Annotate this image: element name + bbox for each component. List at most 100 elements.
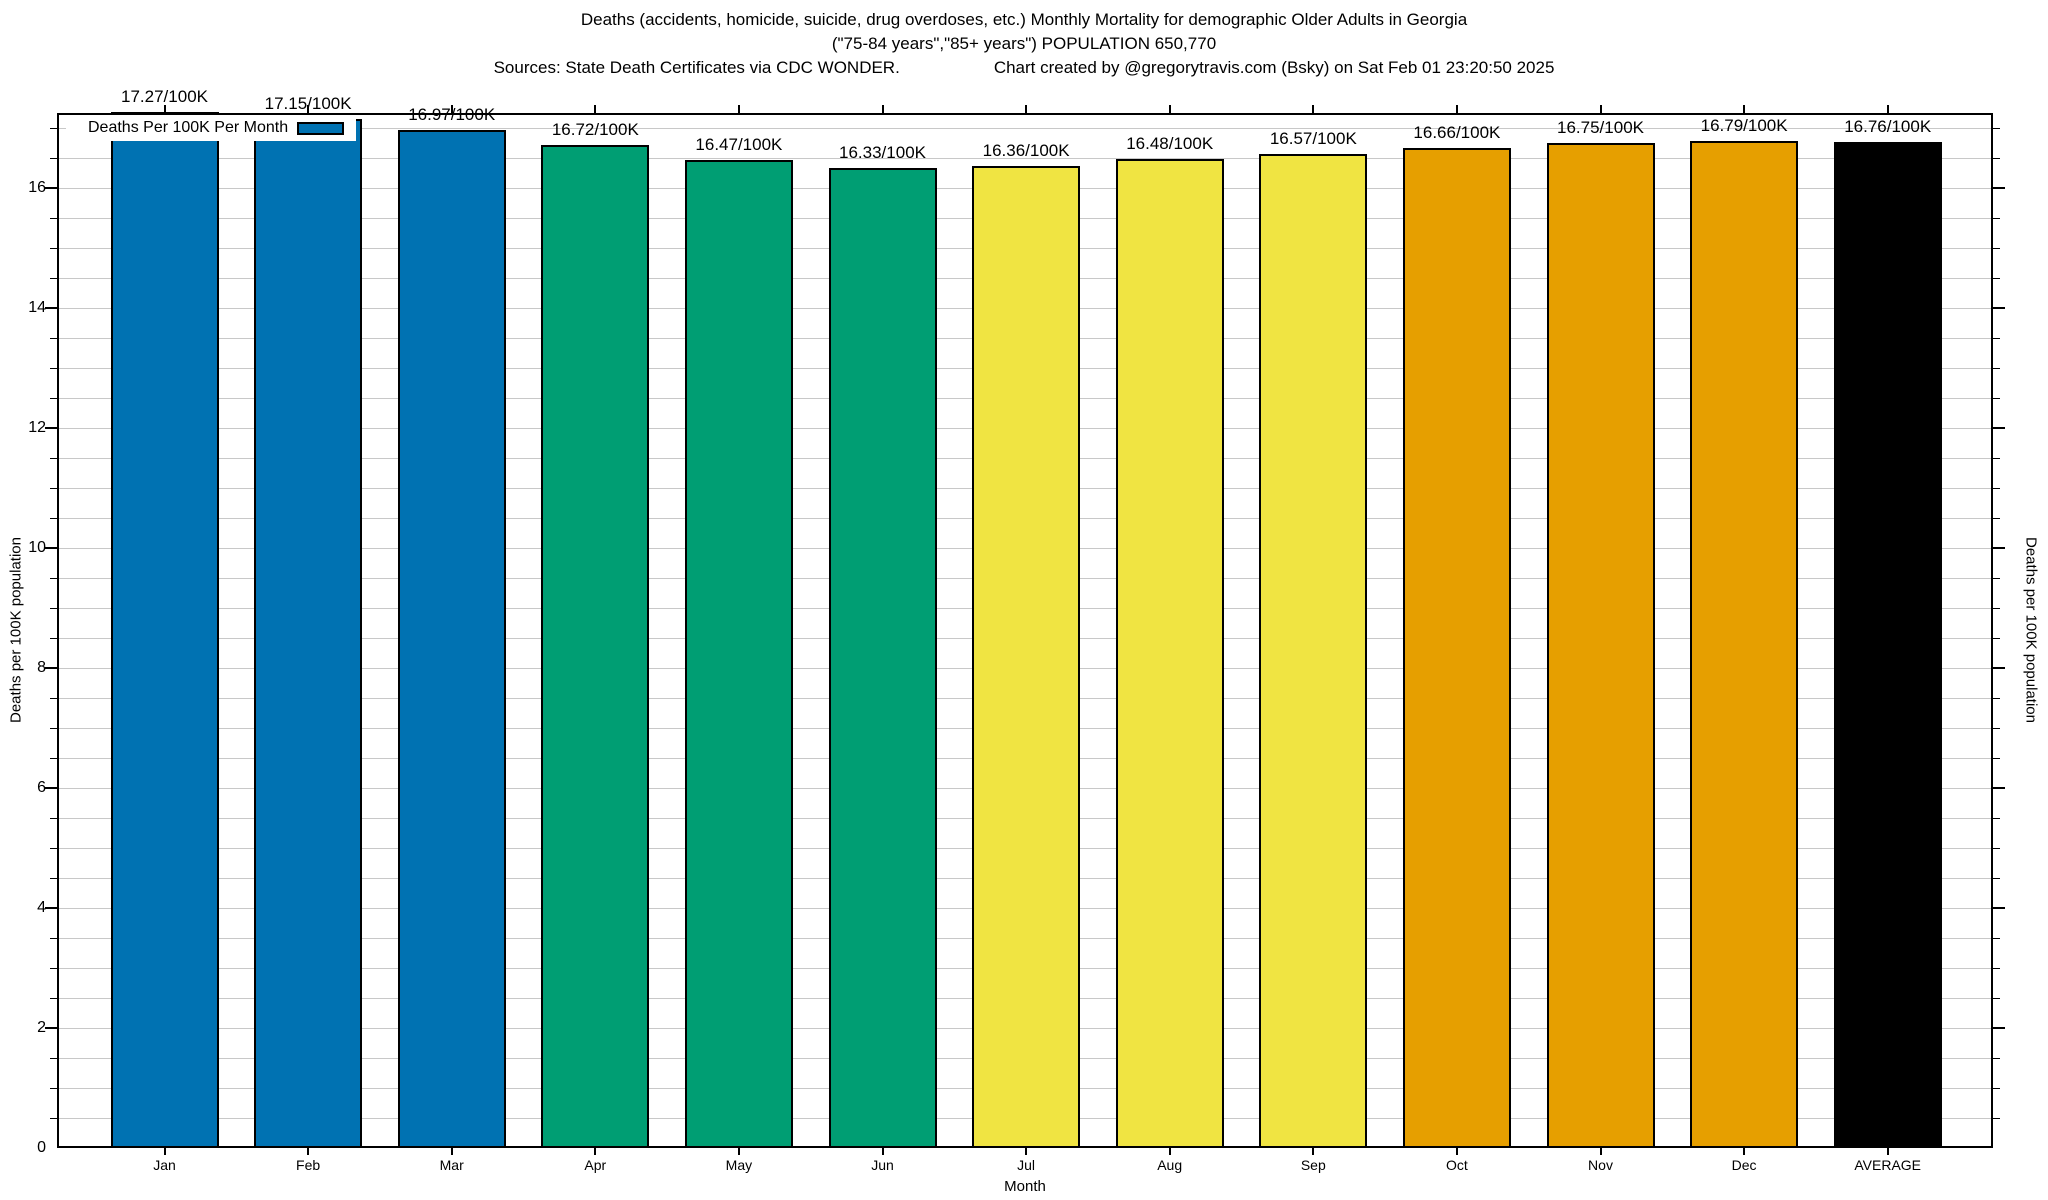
x-tick-bottom <box>737 1148 740 1155</box>
y-tick-right <box>1993 307 2005 309</box>
y-tick-right <box>1993 247 2000 249</box>
bar-value-label: 16.72/100K <box>551 119 639 139</box>
y-tick-right <box>1993 697 2000 699</box>
y-tick-left <box>50 997 57 999</box>
y-tick-right <box>1993 487 2000 489</box>
y-axis-label-right: Deaths per 100K population <box>2022 537 2040 723</box>
x-tick-bottom <box>1743 1148 1746 1155</box>
y-tick-left <box>50 937 57 939</box>
y-tick-right <box>1993 397 2000 399</box>
x-tick-top <box>594 105 597 113</box>
x-tick-bottom <box>594 1148 597 1155</box>
y-tick-left <box>45 1027 57 1029</box>
x-tick-top <box>881 105 884 113</box>
y-tick-left <box>50 367 57 369</box>
x-tick-bottom <box>1455 1148 1458 1155</box>
y-tick-right <box>1993 337 2000 339</box>
bar-value-label: 16.47/100K <box>695 134 783 154</box>
y-tick-right <box>1993 547 2005 549</box>
y-tick-left <box>45 667 57 669</box>
bar-dec <box>1690 140 1799 1148</box>
gridline <box>57 128 1993 129</box>
y-tick-right <box>1993 517 2000 519</box>
y-tick-label: 12 <box>28 419 46 436</box>
chart-title-block: Deaths (accidents, homicide, suicide, dr… <box>0 8 2048 80</box>
gridline <box>57 158 1993 159</box>
y-tick-right <box>1993 157 2000 159</box>
x-category-label: Mar <box>439 1157 464 1173</box>
x-tick-bottom <box>1886 1148 1889 1155</box>
y-tick-left <box>50 457 57 459</box>
x-category-label: AVERAGE <box>1854 1157 1922 1173</box>
y-tick-right <box>1993 367 2000 369</box>
bar-nov <box>1546 143 1655 1148</box>
bar-value-label: 16.76/100K <box>1844 117 1932 137</box>
y-tick-right <box>1993 817 2000 819</box>
bar-value-label: 16.33/100K <box>839 143 926 163</box>
x-tick-top <box>1168 105 1171 113</box>
bar-value-label: 16.75/100K <box>1557 118 1644 137</box>
x-tick-top <box>1312 105 1315 113</box>
y-tick-left <box>50 277 57 279</box>
chart-subtitle: ("75-84 years","85+ years") POPULATION 6… <box>831 34 1217 53</box>
y-tick-left <box>50 697 57 699</box>
x-category-label: Jul <box>1017 1157 1036 1173</box>
bar-jun <box>828 168 937 1148</box>
y-tick-right <box>1993 907 2005 909</box>
y-tick-left <box>50 517 57 519</box>
y-tick-right <box>1993 877 2000 879</box>
x-tick-bottom <box>163 1148 166 1155</box>
bar-oct <box>1402 148 1511 1148</box>
x-tick-bottom <box>450 1148 453 1155</box>
chart-title: Deaths (accidents, homicide, suicide, dr… <box>580 10 1468 29</box>
y-tick-left <box>45 787 57 789</box>
y-axis-label-left: Deaths per 100K population <box>7 537 25 723</box>
y-tick-right <box>1993 607 2000 609</box>
x-tick-bottom <box>881 1148 884 1155</box>
y-tick-right <box>1993 757 2000 759</box>
y-tick-left <box>45 307 57 309</box>
bar-feb <box>254 119 363 1148</box>
y-tick-right <box>1993 127 2000 129</box>
bar-jan <box>110 111 219 1148</box>
y-tick-left <box>50 637 57 639</box>
y-tick-label: 16 <box>28 179 46 196</box>
legend-label: Deaths Per 100K Per Month <box>88 119 289 136</box>
y-tick-right <box>1993 1087 2000 1089</box>
bar-value-label: 16.79/100K <box>1700 115 1788 135</box>
y-tick-right <box>1993 967 2000 969</box>
y-tick-left <box>50 607 57 609</box>
y-tick-left <box>45 907 57 909</box>
x-tick-bottom <box>1168 1148 1171 1155</box>
x-category-label: Feb <box>296 1157 321 1173</box>
y-tick-left <box>45 427 57 429</box>
credit-note: Chart created by @gregorytravis.com (Bsk… <box>993 58 1555 77</box>
x-tick-top <box>1599 105 1602 113</box>
x-axis-label: Month <box>1004 1178 1046 1195</box>
x-tick-top <box>1743 105 1746 113</box>
x-tick-top <box>450 105 453 113</box>
y-tick-label: 10 <box>28 539 46 556</box>
y-tick-right <box>1993 727 2000 729</box>
y-tick-label: 2 <box>37 1019 46 1036</box>
bar-average <box>1833 142 1942 1148</box>
bar-value-label: 17.15/100K <box>264 94 352 113</box>
legend-swatch <box>297 121 345 135</box>
source-note: Sources: State Death Certificates via CD… <box>493 58 900 77</box>
y-tick-right <box>1993 1057 2000 1059</box>
y-tick-right <box>1993 1027 2005 1029</box>
y-tick-left <box>50 337 57 339</box>
x-category-label: Nov <box>1588 1157 1613 1173</box>
bar-value-label: 17.27/100K <box>121 86 208 106</box>
y-tick-right <box>1993 187 2005 189</box>
y-tick-left <box>50 487 57 489</box>
y-tick-left <box>50 217 57 219</box>
y-tick-right <box>1993 217 2000 219</box>
bar-value-label: 16.36/100K <box>982 141 1070 161</box>
y-tick-label: 8 <box>37 659 46 676</box>
y-tick-left <box>50 397 57 399</box>
bar-apr <box>541 144 650 1148</box>
legend: Deaths Per 100K Per Month <box>66 115 357 141</box>
